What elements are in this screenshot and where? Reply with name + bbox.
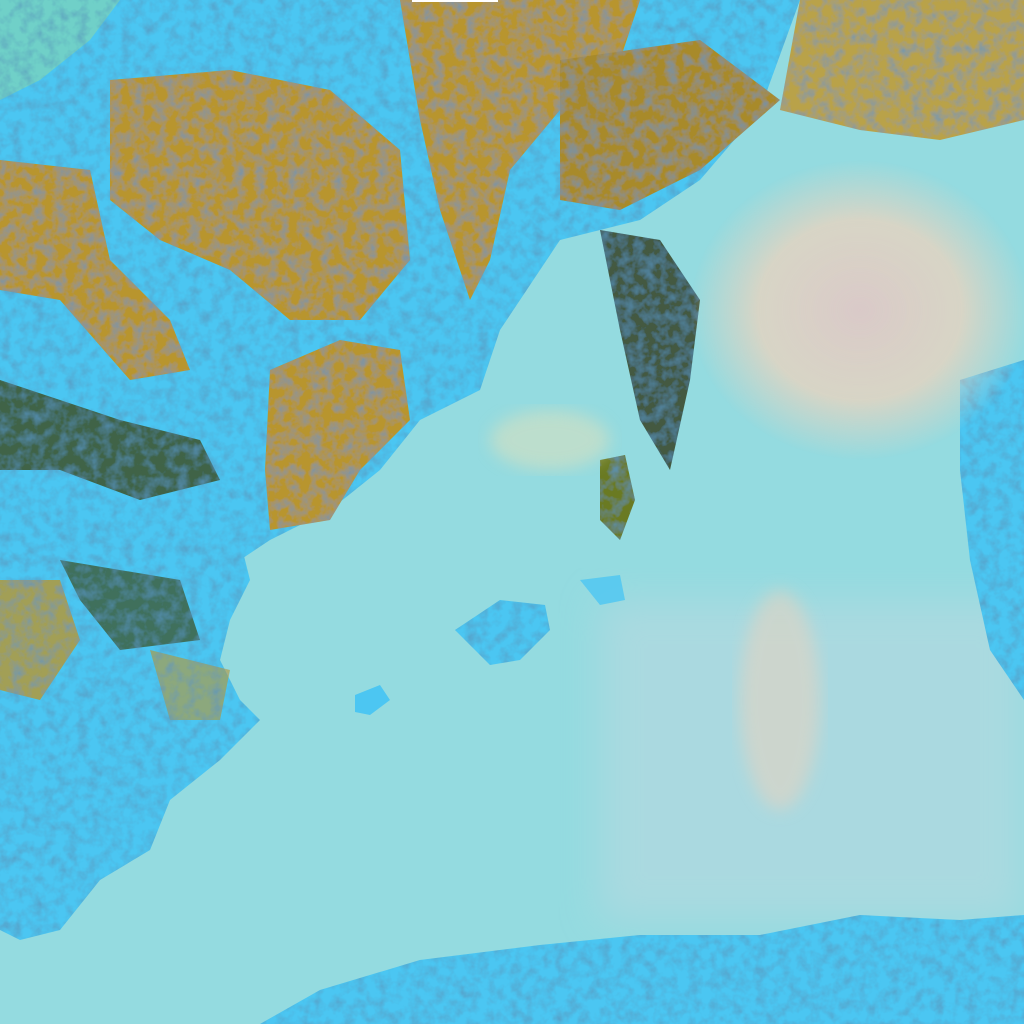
corsica-sardinia: [600, 455, 635, 540]
land-iberia: [0, 540, 260, 940]
menorca: [580, 575, 625, 605]
cloud-patch: [490, 410, 610, 470]
land-northeast: [0, 0, 1024, 470]
cloud-east: [960, 360, 1024, 700]
land-north: [0, 0, 800, 560]
mallorca: [455, 600, 550, 665]
top-marker-bar: [412, 0, 498, 2]
land-africa: [260, 915, 1024, 1024]
cloud-band: [740, 590, 820, 810]
cyclone-cloud: [690, 160, 1024, 460]
ibiza: [355, 685, 390, 715]
